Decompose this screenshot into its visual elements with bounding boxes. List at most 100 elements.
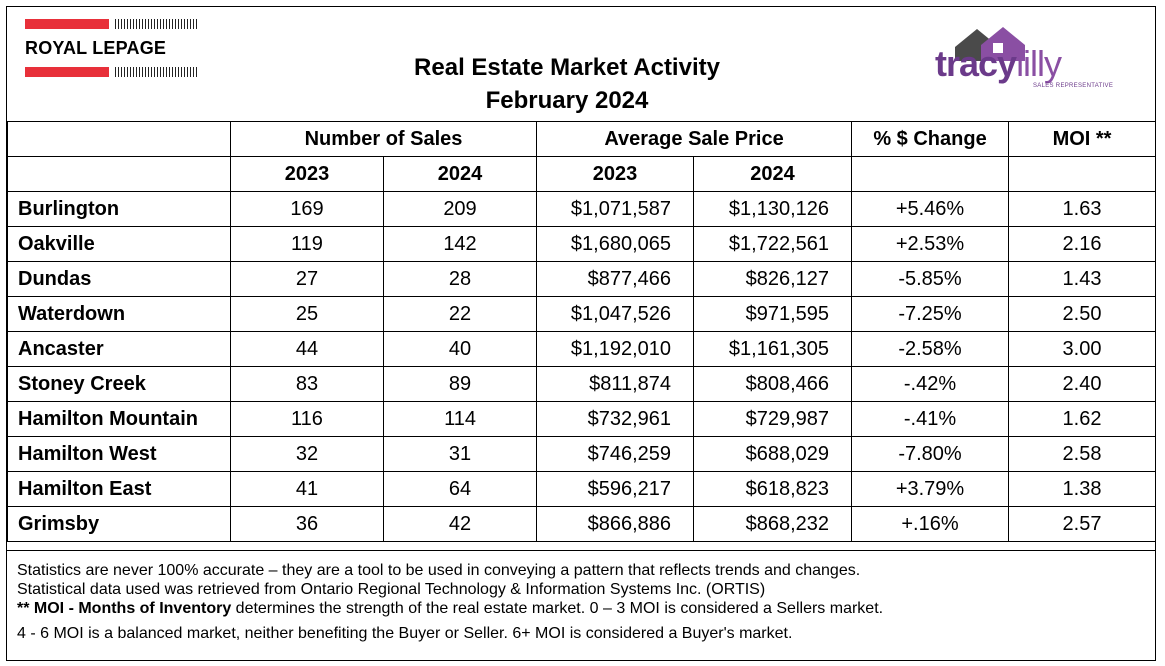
sales-2024-cell: 31 xyxy=(382,436,538,472)
price-2023-cell: $877,466 xyxy=(536,261,695,297)
sales-2023-cell: 32 xyxy=(230,436,384,472)
price-2024-cell: $868,232 xyxy=(693,506,853,542)
price-2024-cell: $1,130,126 xyxy=(693,191,853,227)
group-header-row: Number of Sales Average Sale Price % $ C… xyxy=(7,121,1157,157)
sales-2023-cell: 36 xyxy=(230,506,384,542)
logo-tagline: SALES REPRESENTATIVE xyxy=(1033,83,1114,89)
city-cell: Burlington xyxy=(7,191,231,227)
change-cell: +2.53% xyxy=(851,226,1010,262)
table-row: Burlington 169 209 $1,071,587 $1,130,126… xyxy=(7,191,1157,227)
year-header-row: 2023 2024 2023 2024 xyxy=(7,156,1157,192)
sales-2023-header: 2023 xyxy=(230,156,384,192)
sales-2024-cell: 209 xyxy=(382,191,538,227)
sales-2024-cell: 64 xyxy=(382,471,538,507)
city-cell: Stoney Creek xyxy=(7,366,231,402)
title-line-2: February 2024 xyxy=(485,87,649,114)
report-frame: ROYAL LEPAGE Real Estate Market Activity… xyxy=(6,6,1157,661)
sales-2024-cell: 89 xyxy=(382,366,538,402)
city-cell: Hamilton West xyxy=(7,436,231,472)
note-accuracy: Statistics are never 100% accurate – the… xyxy=(17,562,861,579)
empty-moi-cell xyxy=(1008,156,1157,192)
change-cell: -7.25% xyxy=(851,296,1010,332)
price-2023-cell: $1,192,010 xyxy=(536,331,695,367)
price-2023-cell: $1,680,065 xyxy=(536,226,695,262)
change-header: % $ Change xyxy=(851,121,1010,157)
moi-header: MOI ** xyxy=(1008,121,1157,157)
sales-2024-cell: 22 xyxy=(382,296,538,332)
sales-2023-cell: 169 xyxy=(230,191,384,227)
note-moi-definition: ** MOI - Months of Inventory determines … xyxy=(17,599,1145,618)
price-2023-header: 2023 xyxy=(536,156,695,192)
table-row: Stoney Creek 83 89 $811,874 $808,466 -.4… xyxy=(7,366,1157,402)
logo-word: tracylilly xyxy=(935,43,1062,84)
table-row: Dundas 27 28 $877,466 $826,127 -5.85% 1.… xyxy=(7,261,1157,297)
avg-price-header: Average Sale Price xyxy=(536,121,853,157)
brand-name: ROYAL LEPAGE xyxy=(25,37,167,58)
moi-cell: 2.58 xyxy=(1008,436,1157,472)
sales-2024-cell: 114 xyxy=(382,401,538,437)
change-cell: +3.79% xyxy=(851,471,1010,507)
house-roof-icon xyxy=(955,27,1025,61)
report-header: ROYAL LEPAGE Real Estate Market Activity… xyxy=(7,7,1155,121)
table-row: Hamilton East 41 64 $596,217 $618,823 +3… xyxy=(7,471,1157,507)
price-2023-cell: $811,874 xyxy=(536,366,695,402)
sales-2024-cell: 142 xyxy=(382,226,538,262)
table-row: Oakville 119 142 $1,680,065 $1,722,561 +… xyxy=(7,226,1157,262)
city-cell: Hamilton East xyxy=(7,471,231,507)
price-2024-cell: $1,161,305 xyxy=(693,331,853,367)
moi-cell: 1.43 xyxy=(1008,261,1157,297)
price-2024-cell: $1,722,561 xyxy=(693,226,853,262)
sales-2024-cell: 28 xyxy=(382,261,538,297)
market-table: Number of Sales Average Sale Price % $ C… xyxy=(7,121,1157,542)
sales-2023-cell: 25 xyxy=(230,296,384,332)
change-cell: -.42% xyxy=(851,366,1010,402)
price-2023-cell: $746,259 xyxy=(536,436,695,472)
sales-2023-cell: 41 xyxy=(230,471,384,507)
price-2024-cell: $688,029 xyxy=(693,436,853,472)
moi-label: ** MOI - Months of Inventory xyxy=(17,600,232,617)
change-cell: -2.58% xyxy=(851,331,1010,367)
moi-cell: 3.00 xyxy=(1008,331,1157,367)
price-2023-cell: $732,961 xyxy=(536,401,695,437)
city-cell: Ancaster xyxy=(7,331,231,367)
sales-2024-header: 2024 xyxy=(382,156,538,192)
logo-red-bar-bottom xyxy=(25,67,109,77)
table-row: Grimsby 36 42 $866,886 $868,232 +.16% 2.… xyxy=(7,506,1157,542)
sales-2023-cell: 83 xyxy=(230,366,384,402)
price-2024-cell: $826,127 xyxy=(693,261,853,297)
moi-cell: 2.40 xyxy=(1008,366,1157,402)
sales-2023-cell: 27 xyxy=(230,261,384,297)
sales-2023-cell: 116 xyxy=(230,401,384,437)
footnotes: Statistics are never 100% accurate – the… xyxy=(7,550,1155,643)
city-cell: Dundas xyxy=(7,261,231,297)
table-row: Ancaster 44 40 $1,192,010 $1,161,305 -2.… xyxy=(7,331,1157,367)
city-cell: Oakville xyxy=(7,226,231,262)
price-2023-cell: $866,886 xyxy=(536,506,695,542)
price-2024-cell: $971,595 xyxy=(693,296,853,332)
change-cell: +.16% xyxy=(851,506,1010,542)
price-2023-cell: $1,071,587 xyxy=(536,191,695,227)
sales-header: Number of Sales xyxy=(229,121,538,157)
moi-cell: 1.38 xyxy=(1008,471,1157,507)
tracylilly-logo: tracylilly SALES REPRESENTATIVE xyxy=(915,17,1125,97)
sales-2023-cell: 119 xyxy=(230,226,384,262)
empty-year-cell xyxy=(7,156,231,192)
city-cell: Waterdown xyxy=(7,296,231,332)
moi-cell: 2.57 xyxy=(1008,506,1157,542)
sales-2024-cell: 42 xyxy=(382,506,538,542)
price-2024-cell: $729,987 xyxy=(693,401,853,437)
moi-cell: 2.50 xyxy=(1008,296,1157,332)
note-moi-ranges: 4 - 6 MOI is a balanced market, neither … xyxy=(17,625,793,642)
note-source: Statistical data used was retrieved from… xyxy=(17,581,766,598)
empty-corner-cell xyxy=(7,121,231,157)
empty-change-cell xyxy=(851,156,1010,192)
change-cell: -7.80% xyxy=(851,436,1010,472)
city-cell: Grimsby xyxy=(7,506,231,542)
table-row: Hamilton Mountain 116 114 $732,961 $729,… xyxy=(7,401,1157,437)
royal-lepage-logo: ROYAL LEPAGE xyxy=(25,19,199,77)
price-2023-cell: $596,217 xyxy=(536,471,695,507)
change-cell: -5.85% xyxy=(851,261,1010,297)
change-cell: +5.46% xyxy=(851,191,1010,227)
moi-definition-text: determines the strength of the real esta… xyxy=(231,600,884,617)
moi-cell: 1.62 xyxy=(1008,401,1157,437)
